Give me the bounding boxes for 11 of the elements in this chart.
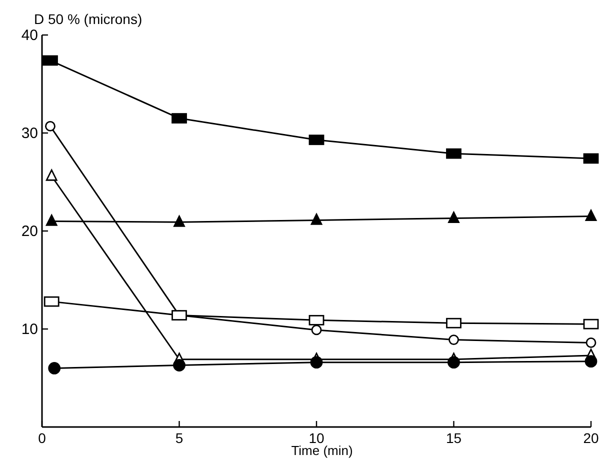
x-tick-label: 10 (308, 430, 324, 446)
x-tick-label: 15 (446, 430, 462, 446)
y-tick-label: 40 (21, 27, 38, 44)
x-tick-label: 0 (38, 430, 46, 446)
y-tick-label: 10 (21, 321, 38, 338)
x-axis-title: Time (min) (291, 443, 353, 458)
x-tick-label: 20 (583, 430, 599, 446)
y-axis-title: D 50 % (microns) (34, 11, 142, 27)
y-tick-label: 30 (21, 125, 38, 142)
y-tick-label: 20 (21, 223, 38, 240)
x-tick-label: 5 (175, 430, 184, 446)
